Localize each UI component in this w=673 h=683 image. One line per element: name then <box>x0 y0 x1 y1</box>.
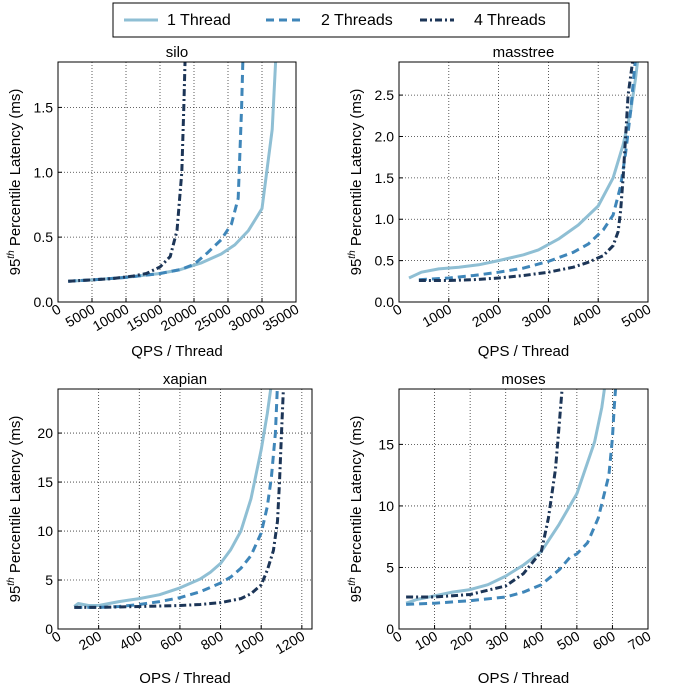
y-axis-label-rest: Percentile Latency (ms) <box>348 416 365 578</box>
plot-frame <box>57 61 297 303</box>
legend-label-2: 2 Threads <box>321 12 393 29</box>
y-tick-label: 0 <box>45 621 53 637</box>
y-tick-label: 2.0 <box>375 128 395 144</box>
x-tick-label: 4000 <box>569 301 604 331</box>
legend-entry-3: 4 Threads <box>420 12 546 29</box>
x-tick-label: 2000 <box>469 301 504 331</box>
chart-panel-masstree: 0 1000 2000 3000 4000 50000.00.51.01.52.02.5m… <box>347 44 654 360</box>
y-tick-label: 20 <box>37 425 53 441</box>
legend-entry-1: 1 Thread <box>124 12 231 29</box>
y-axis-label-sup: th <box>347 250 358 259</box>
y-axis-label-sup: th <box>347 577 358 586</box>
legend-entry-2: 2 Threads <box>266 12 393 29</box>
y-tick-label: 0.0 <box>375 294 395 310</box>
y-axis-label-sup: th <box>6 250 17 259</box>
x-tick-label: 30000 <box>226 301 268 334</box>
series-line-1-moses <box>405 389 606 605</box>
legend-label-3: 4 Threads <box>474 12 546 29</box>
x-tick-label: 400 <box>117 628 145 654</box>
y-axis-label-sup: th <box>6 577 17 586</box>
y-axis-label-rest: Percentile Latency (ms) <box>7 89 24 251</box>
panel-title: xapian <box>163 371 207 388</box>
x-tick-label: 200 <box>76 628 104 654</box>
y-tick-label: 1.0 <box>375 211 395 227</box>
panel-title: moses <box>501 371 545 388</box>
y-tick-label: 15 <box>37 474 53 490</box>
y-tick-label: 5 <box>386 559 394 575</box>
plot-frame <box>57 388 313 630</box>
y-tick-label: 15 <box>378 436 394 452</box>
panels: 0 50001000015000200002500030000350000.00.… <box>6 44 654 683</box>
x-tick-label: 1000 <box>419 301 454 331</box>
y-axis-label: 95th Percentile Latency (ms) <box>6 416 24 603</box>
panel-title: silo <box>166 44 189 61</box>
legend: 1 Thread 2 Threads 4 Threads <box>112 2 570 38</box>
x-tick-label: 800 <box>198 628 226 654</box>
x-tick-label: 5000 <box>619 301 654 331</box>
x-axis-label: QPS / Thread <box>131 343 222 360</box>
x-tick-label: 600 <box>157 628 185 654</box>
y-tick-label: 1.5 <box>34 99 54 115</box>
x-tick-label: 10000 <box>90 301 132 334</box>
x-tick-label: 600 <box>590 628 618 654</box>
y-axis-label-main: 95 <box>348 259 365 276</box>
y-axis-label-main: 95 <box>7 586 24 603</box>
x-tick-label: 3000 <box>519 301 554 331</box>
y-tick-label: 0.5 <box>34 229 54 245</box>
legend-label-1: 1 Thread <box>167 12 231 29</box>
y-axis-label: 95th Percentile Latency (ms) <box>347 89 365 276</box>
y-axis-label-main: 95 <box>348 586 365 603</box>
series-line-1-masstree <box>408 62 640 280</box>
series-line-2-xapian <box>74 389 279 609</box>
y-axis-label-rest: Percentile Latency (ms) <box>7 416 24 578</box>
x-tick-label: 100 <box>412 628 440 654</box>
series-line-1-silo <box>68 62 278 283</box>
y-axis-label-rest: Percentile Latency (ms) <box>348 89 365 251</box>
y-tick-label: 0.5 <box>375 253 395 269</box>
panel-title: masstree <box>493 44 555 61</box>
x-tick-label: 15000 <box>124 301 166 334</box>
x-axis-label: QPS / Thread <box>478 670 569 683</box>
series-line-2-silo <box>68 62 245 283</box>
x-tick-label: 200 <box>447 628 475 654</box>
y-tick-label: 5 <box>45 572 53 588</box>
series-line-3-moses <box>406 389 564 599</box>
plot-frame <box>398 388 649 630</box>
series-line-1-xapian <box>73 389 273 608</box>
y-axis-label: 95th Percentile Latency (ms) <box>6 89 24 276</box>
series-line-3-xapian <box>74 389 285 609</box>
x-tick-label: 300 <box>483 628 511 654</box>
chart-panel-silo: 0 50001000015000200002500030000350000.00.… <box>6 44 302 360</box>
series-line-2-masstree <box>418 62 637 282</box>
y-tick-label: 1.5 <box>375 170 395 186</box>
x-tick-label: 25000 <box>192 301 234 334</box>
x-tick-label: 1200 <box>272 628 307 658</box>
y-tick-label: 0 <box>386 621 394 637</box>
x-tick-label: 400 <box>519 628 547 654</box>
series-line-3-silo <box>68 62 187 283</box>
y-tick-label: 2.5 <box>375 87 395 103</box>
y-tick-label: 1.0 <box>34 164 54 180</box>
x-tick-label: 500 <box>554 628 582 654</box>
y-tick-label: 10 <box>37 523 53 539</box>
y-axis-label-main: 95 <box>7 259 24 276</box>
y-axis-label: 95th Percentile Latency (ms) <box>347 416 365 603</box>
x-tick-label: 20000 <box>158 301 200 334</box>
series-line-3-masstree <box>418 62 635 282</box>
x-tick-label: 700 <box>625 628 653 654</box>
x-axis-label: QPS / Thread <box>139 670 230 683</box>
legend-frame <box>112 2 570 38</box>
x-tick-label: 1000 <box>232 628 267 658</box>
x-tick-label: 35000 <box>260 301 302 334</box>
plot-frame <box>398 61 649 303</box>
y-tick-label: 0.0 <box>34 294 54 310</box>
x-axis-label: QPS / Thread <box>478 343 569 360</box>
y-tick-label: 10 <box>378 498 394 514</box>
